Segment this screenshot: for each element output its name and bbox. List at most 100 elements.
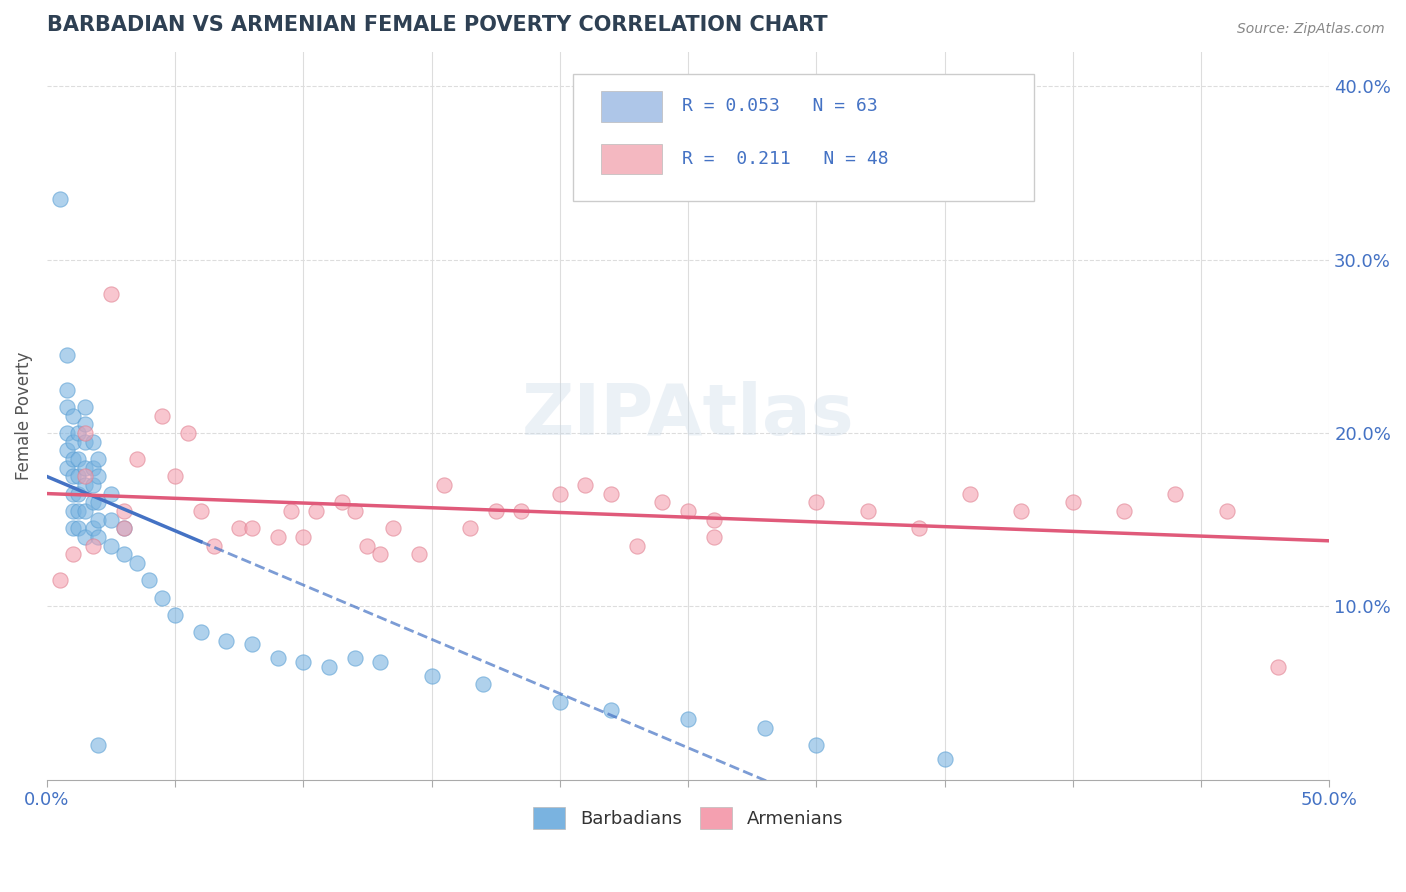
Point xyxy=(66,469,89,483)
Point xyxy=(62,486,84,500)
Point xyxy=(56,383,79,397)
Point xyxy=(574,478,596,492)
Point xyxy=(75,417,97,432)
Point xyxy=(56,348,79,362)
Point xyxy=(125,556,148,570)
Point xyxy=(1011,504,1033,518)
Point xyxy=(267,651,290,665)
Point xyxy=(87,469,110,483)
Point xyxy=(382,521,405,535)
Point xyxy=(267,530,290,544)
Point xyxy=(356,539,378,553)
Point xyxy=(100,486,122,500)
Point xyxy=(626,539,648,553)
Point xyxy=(343,651,366,665)
Point xyxy=(100,539,122,553)
Point xyxy=(703,530,725,544)
Text: BARBADIAN VS ARMENIAN FEMALE POVERTY CORRELATION CHART: BARBADIAN VS ARMENIAN FEMALE POVERTY COR… xyxy=(46,15,828,35)
Point xyxy=(82,495,104,509)
Point xyxy=(215,634,238,648)
Point xyxy=(75,504,97,518)
Point xyxy=(75,425,97,440)
Point xyxy=(548,695,571,709)
Point xyxy=(62,547,84,561)
Point xyxy=(75,469,97,483)
Point xyxy=(112,521,135,535)
Point xyxy=(368,547,391,561)
Point xyxy=(87,738,110,752)
Point xyxy=(806,738,828,752)
Point xyxy=(240,637,263,651)
Point xyxy=(66,521,89,535)
Point xyxy=(600,486,623,500)
Point xyxy=(471,677,494,691)
Text: R =  0.211   N = 48: R = 0.211 N = 48 xyxy=(682,150,889,168)
Point xyxy=(703,513,725,527)
Point xyxy=(100,513,122,527)
Legend: Barbadians, Armenians: Barbadians, Armenians xyxy=(526,799,851,836)
Point xyxy=(305,504,328,518)
Point xyxy=(510,504,533,518)
Point xyxy=(600,703,623,717)
Point xyxy=(202,539,225,553)
Point xyxy=(228,521,250,535)
Point xyxy=(66,486,89,500)
Point xyxy=(959,486,981,500)
Point xyxy=(56,460,79,475)
Point xyxy=(75,478,97,492)
Point xyxy=(66,504,89,518)
Point xyxy=(56,443,79,458)
Point xyxy=(125,452,148,467)
Point xyxy=(1215,504,1237,518)
Point xyxy=(856,504,879,518)
Point xyxy=(651,495,673,509)
Point xyxy=(433,478,456,492)
Point xyxy=(908,521,931,535)
Point xyxy=(62,521,84,535)
Point xyxy=(48,574,70,588)
Point xyxy=(806,495,828,509)
Point xyxy=(82,434,104,449)
Point xyxy=(112,504,135,518)
Point xyxy=(190,625,212,640)
Point xyxy=(330,495,353,509)
Text: ZIPAtlas: ZIPAtlas xyxy=(522,381,855,450)
Point xyxy=(87,495,110,509)
Point xyxy=(754,721,776,735)
Point xyxy=(66,425,89,440)
Y-axis label: Female Poverty: Female Poverty xyxy=(15,351,32,480)
Point xyxy=(87,452,110,467)
Point xyxy=(87,513,110,527)
FancyBboxPatch shape xyxy=(600,91,662,121)
Point xyxy=(62,409,84,423)
Point xyxy=(165,607,187,622)
Point xyxy=(1112,504,1135,518)
Point xyxy=(62,469,84,483)
Point xyxy=(62,434,84,449)
Point xyxy=(420,668,443,682)
Point xyxy=(177,425,200,440)
Point xyxy=(56,425,79,440)
FancyBboxPatch shape xyxy=(572,74,1035,201)
Point xyxy=(165,469,187,483)
Point xyxy=(292,530,315,544)
Point xyxy=(240,521,263,535)
Point xyxy=(485,504,508,518)
Point xyxy=(48,192,70,206)
Point xyxy=(112,547,135,561)
Point xyxy=(343,504,366,518)
Point xyxy=(676,504,699,518)
Point xyxy=(66,452,89,467)
Point xyxy=(1062,495,1084,509)
Point xyxy=(934,752,956,766)
Point xyxy=(548,486,571,500)
Point xyxy=(368,655,391,669)
Point xyxy=(676,712,699,726)
Point xyxy=(87,530,110,544)
Point xyxy=(100,287,122,301)
Point xyxy=(75,460,97,475)
Point xyxy=(56,400,79,414)
Point xyxy=(138,574,160,588)
Point xyxy=(292,655,315,669)
Point xyxy=(75,434,97,449)
